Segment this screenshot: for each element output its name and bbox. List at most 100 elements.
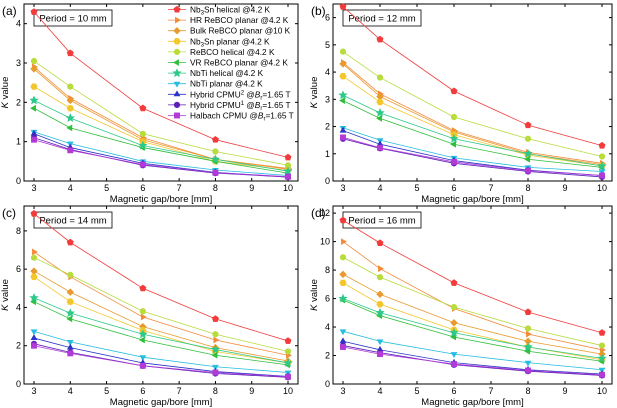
legend: Nb3Sn helical @4.2 KHR ReBCO planar @4.2… (168, 5, 294, 123)
legend-label: VR ReBCO planar @4.2 K (190, 58, 288, 68)
legend-label: Nb3Sn helical @4.2 K (190, 5, 270, 17)
data-point (66, 339, 74, 346)
x-tick-label: 10 (283, 386, 293, 396)
data-point (67, 83, 74, 90)
data-point (339, 337, 347, 344)
data-point (339, 216, 347, 224)
legend-label-part: r (260, 106, 262, 112)
legend-label: ReBCO helical @4.2 K (190, 47, 275, 57)
data-point (66, 238, 74, 246)
series-path (342, 340, 603, 375)
legend-label: Bulk ReBCO planar @10 K (190, 26, 291, 36)
period-label: Period = 12 mm (348, 14, 415, 25)
data-point (376, 74, 384, 81)
data-point (524, 360, 532, 367)
data-point (450, 279, 458, 286)
legend-label-part: Bulk ReBCO planar @10 K (190, 26, 291, 36)
data-point (284, 153, 292, 161)
chart-panel-d: 3 4 5 6 7 8 9 10 0 2 4 6 8 10 12 Magnetic gap/bore [mm]… (309, 205, 613, 408)
data-point (67, 271, 74, 279)
legend-label: Nb3Sn planar @4.2 K (190, 36, 270, 48)
plot-frame (23, 205, 299, 385)
data-point (66, 315, 73, 323)
y-axis-title-rest: value (0, 77, 11, 102)
legend-label-part: Nb (190, 5, 201, 15)
data-point (30, 267, 38, 275)
series-path (342, 94, 603, 167)
data-point (598, 141, 606, 149)
panel-label: (a) (2, 4, 17, 18)
legend-item: HR ReBCO planar @4.2 K (168, 15, 289, 25)
data-point (210, 154, 221, 164)
y-axis-title-rest: value (309, 279, 320, 304)
period-label: Period = 16 mm (348, 216, 415, 227)
legend-marker (173, 101, 181, 109)
data-point (65, 113, 75, 123)
x-tick-label: 4 (68, 183, 73, 193)
data-point (524, 121, 532, 129)
legend-label: HR ReBCO planar @4.2 K (190, 15, 289, 25)
y-tick-label: 2 (16, 341, 21, 351)
legend-item: Halbach CPMU @Br=1.65 T (168, 111, 294, 123)
x-tick-label: 10 (597, 183, 607, 193)
data-point (524, 347, 530, 355)
x-axis-title: Magnetic gap/bore [mm] (421, 194, 523, 205)
data-point (340, 344, 346, 350)
legend-item: NbTi helical @4.2 K (168, 68, 264, 78)
legend-label-part: B (255, 89, 261, 99)
data-point (30, 329, 38, 336)
data-point (451, 158, 457, 165)
data-point (378, 265, 384, 273)
data-point (31, 136, 37, 143)
legend-label: Halbach CPMU @Br=1.65 T (190, 111, 294, 123)
legend-marker (173, 81, 181, 88)
data-point (66, 49, 74, 57)
legend-marker (172, 68, 182, 78)
series-line-5 (30, 254, 292, 355)
series-line-5 (30, 57, 292, 169)
data-point (212, 369, 219, 376)
data-point (450, 113, 458, 121)
data-point (598, 342, 606, 349)
y-axis-title: K value (309, 77, 320, 109)
data-point (341, 238, 347, 245)
x-tick-label: 9 (249, 386, 254, 396)
data-point (29, 292, 39, 302)
data-point (450, 140, 456, 148)
y-axis-title-rest: value (0, 279, 11, 304)
series-path (342, 137, 603, 176)
data-point (450, 303, 458, 311)
legend-marker (173, 26, 181, 35)
x-tick-label: 5 (104, 183, 109, 193)
data-point (30, 273, 38, 280)
data-point (339, 73, 347, 80)
data-point (524, 325, 532, 332)
plot-frame (332, 3, 613, 182)
data-point (339, 97, 345, 105)
x-tick-label: 6 (451, 183, 456, 193)
data-point (139, 130, 146, 137)
data-point (599, 172, 605, 179)
y-tick-label: 6 (325, 13, 330, 23)
y-axis-title-k: K (0, 304, 11, 311)
panel-label: (c) (2, 206, 16, 220)
x-tick-label: 6 (451, 386, 456, 396)
data-point (339, 279, 347, 287)
y-tick-label: 1 (325, 149, 330, 159)
period-box (342, 9, 422, 27)
data-point (375, 307, 385, 317)
legend-label-part: r (260, 95, 262, 101)
x-tick-label: 7 (177, 183, 182, 193)
data-point (139, 104, 147, 112)
series-line-8 (30, 129, 292, 180)
legend-label-part: NbTi planar @4.2 K (190, 79, 263, 89)
data-point (285, 173, 291, 180)
data-point (339, 48, 347, 55)
panel-label: (d) (311, 206, 326, 220)
data-point (211, 351, 218, 359)
data-point (283, 166, 293, 176)
data-point (66, 124, 73, 132)
data-point (30, 209, 38, 217)
